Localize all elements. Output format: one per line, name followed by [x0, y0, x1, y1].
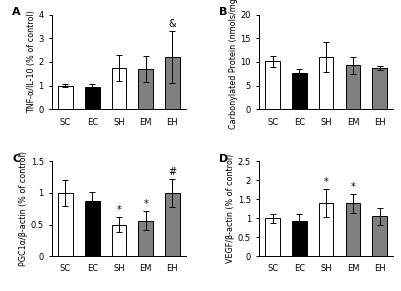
Text: D: D: [219, 154, 229, 164]
Bar: [292, 73, 307, 109]
Bar: [58, 86, 73, 109]
Bar: [138, 221, 153, 256]
Y-axis label: Carbonylated Protein (nmols/mg): Carbonylated Protein (nmols/mg): [229, 0, 238, 129]
Text: *: *: [117, 205, 122, 215]
Bar: [111, 225, 126, 256]
Text: A: A: [12, 7, 21, 17]
Bar: [85, 87, 99, 109]
Y-axis label: TNF-α/IL-10 (% of control): TNF-α/IL-10 (% of control): [26, 10, 36, 113]
Bar: [346, 203, 360, 256]
Bar: [138, 69, 153, 109]
Bar: [265, 61, 280, 109]
Bar: [58, 193, 73, 256]
Bar: [165, 193, 180, 256]
Bar: [346, 65, 360, 109]
Text: *: *: [143, 199, 148, 209]
Text: &: &: [168, 19, 176, 29]
Text: *: *: [350, 182, 355, 192]
Text: C: C: [12, 154, 20, 164]
Bar: [292, 221, 307, 256]
Text: #: #: [168, 167, 176, 177]
Bar: [319, 203, 334, 256]
Bar: [85, 201, 99, 256]
Y-axis label: VEGF/β-actin (% of control): VEGF/β-actin (% of control): [226, 154, 235, 263]
Bar: [372, 68, 387, 109]
Bar: [372, 216, 387, 256]
Bar: [111, 68, 126, 109]
Y-axis label: PGC1α/β-actin (% of control): PGC1α/β-actin (% of control): [19, 151, 28, 266]
Bar: [165, 57, 180, 109]
Text: B: B: [219, 7, 228, 17]
Text: *: *: [324, 177, 328, 187]
Bar: [265, 218, 280, 256]
Bar: [319, 57, 334, 109]
